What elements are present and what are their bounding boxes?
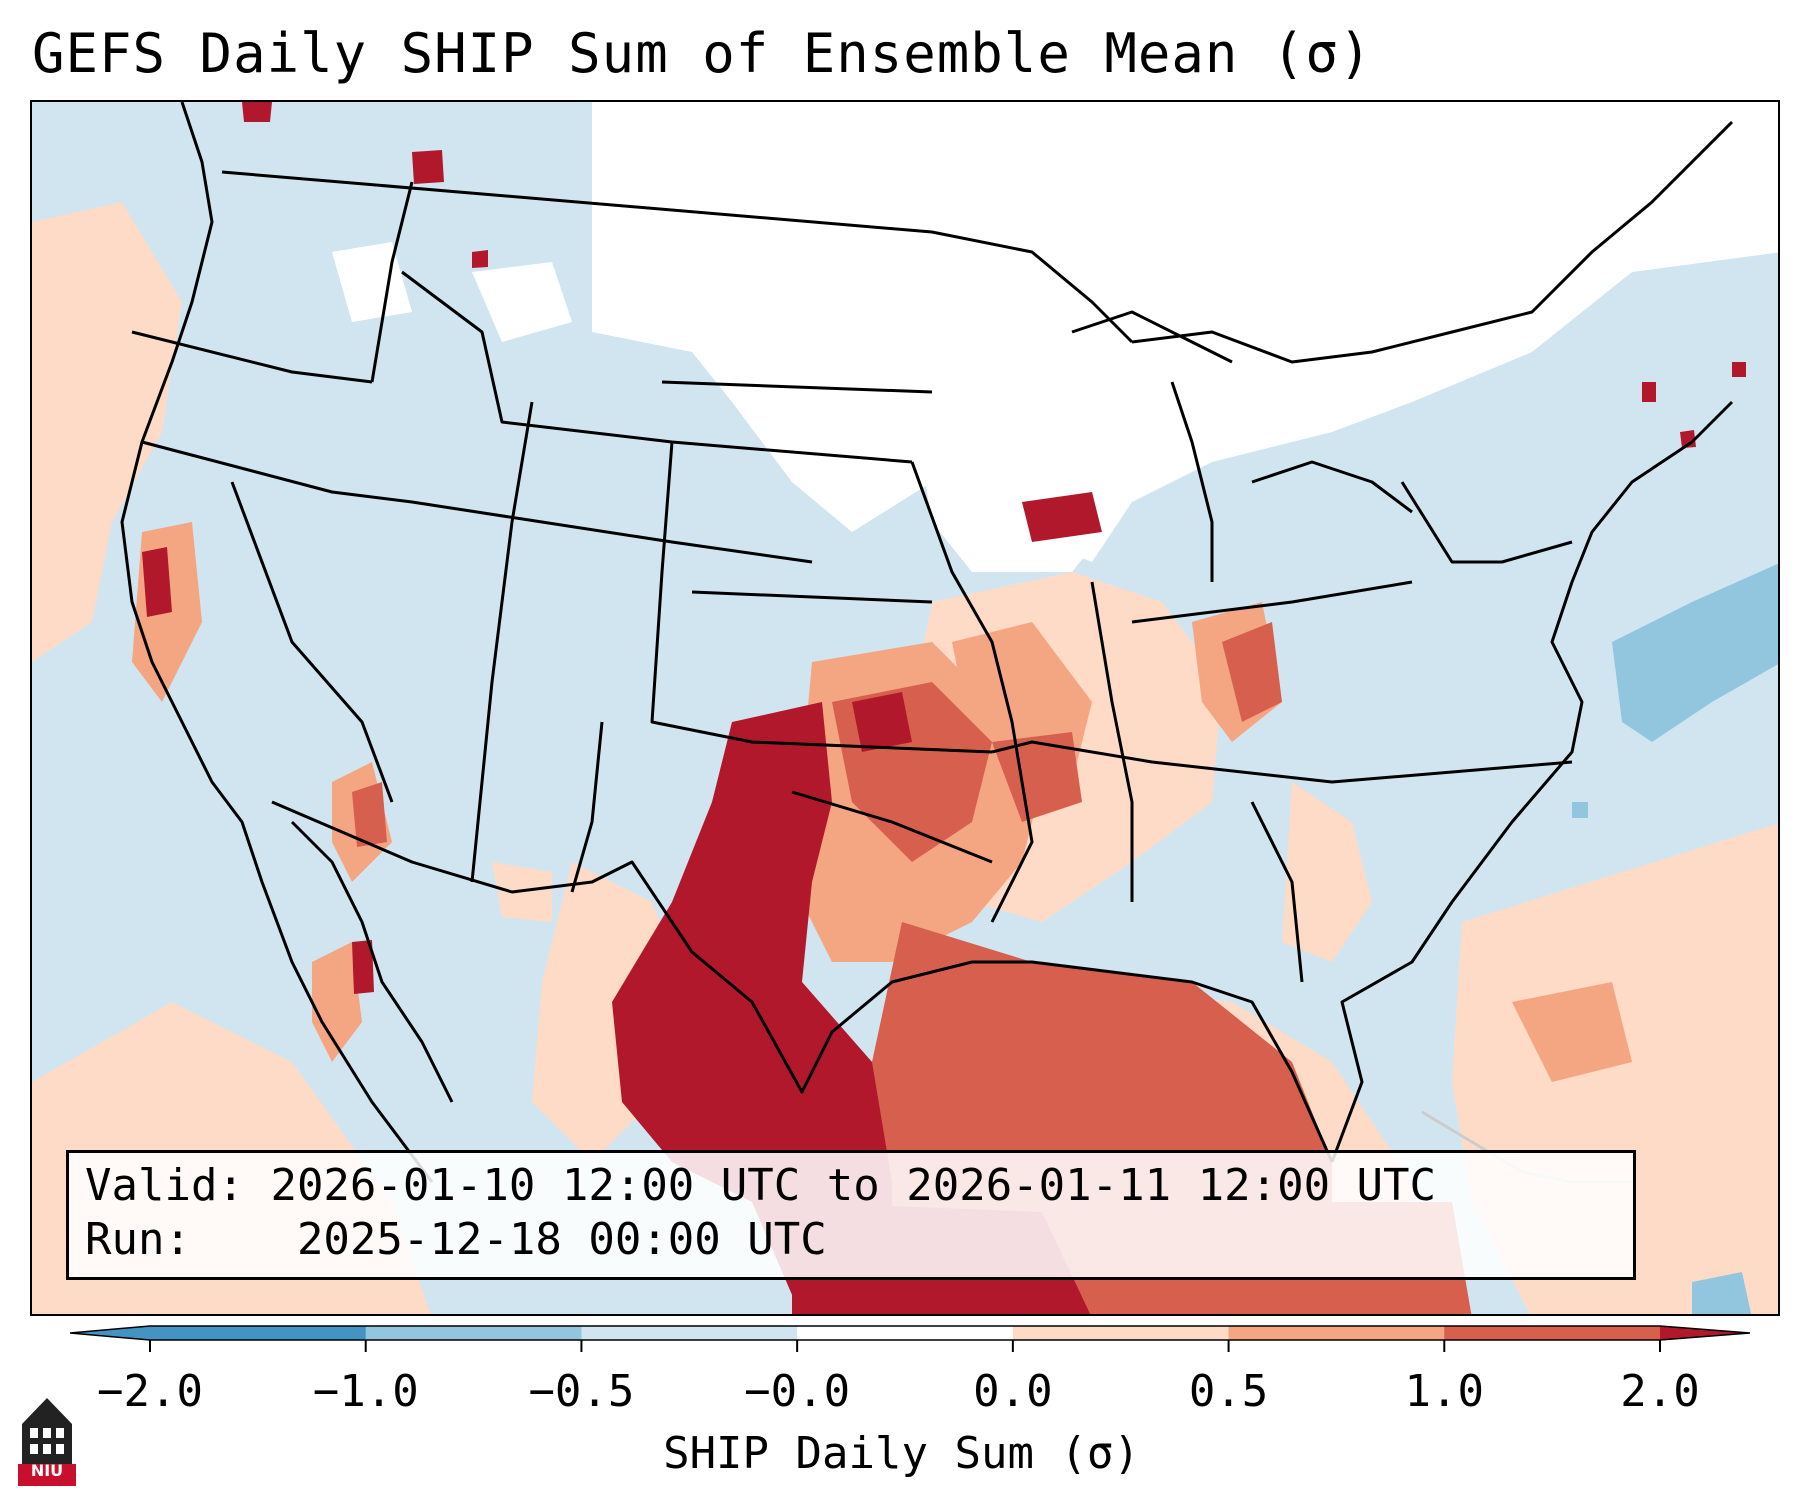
building-icon: [18, 1398, 76, 1486]
valid-run-info-box: Valid: 2026-01-10 12:00 UTC to 2026-01-1…: [66, 1150, 1636, 1280]
map-boundaries: [120, 102, 1734, 1184]
colorbar-arrow-left: [70, 1326, 150, 1340]
lake-superior: [1071, 310, 1233, 364]
us-canada-border: [221, 170, 1134, 344]
gulf-coastline: [271, 800, 1334, 1163]
valid-label: Valid:: [85, 1160, 244, 1211]
colorbar-arrow-right: [1660, 1326, 1750, 1340]
colorbar-tick-label: −2.0: [97, 1366, 203, 1417]
colorbar-tick-label: 2.0: [1620, 1366, 1700, 1417]
border-ut-co: [470, 401, 534, 883]
colorbar-tick-label: −0.0: [744, 1366, 851, 1417]
logo-text: NIU: [30, 1461, 64, 1480]
colorbar-segment: [797, 1326, 1014, 1340]
border-il-in: [1090, 581, 1134, 902]
colorbar-tick-label: −1.0: [312, 1366, 419, 1417]
border-or-wa: [131, 330, 373, 384]
baja-coastline: [290, 820, 454, 1103]
border-ok-tx: [791, 790, 993, 864]
niu-logo: NIU: [18, 1394, 76, 1486]
border-ga-al: [1250, 801, 1304, 983]
border-oh-river: [1131, 580, 1413, 624]
northeast-border: [1131, 120, 1734, 364]
valid-value: 2026-01-10 12:00 UTC to 2026-01-11 12:00…: [270, 1160, 1437, 1211]
border-tn: [991, 740, 1573, 784]
border-co-ok: [650, 441, 993, 754]
colorbar-segment: [581, 1326, 798, 1340]
colorbar-segment: [1012, 1326, 1230, 1340]
colorbar-segment: [150, 1326, 367, 1340]
field-negative: [1572, 563, 1778, 1314]
map-panel: [30, 100, 1780, 1316]
map-svg: [32, 102, 1778, 1314]
run-label: Run:: [85, 1214, 191, 1265]
atlantic-coastline: [1330, 400, 1734, 1163]
colorbar-segment: [365, 1326, 582, 1340]
border-nm-tx: [570, 721, 604, 893]
colorbar-segment: [1444, 1326, 1661, 1340]
border-mt-sd: [401, 270, 913, 464]
colorbar-tick-label: 0.0: [973, 1366, 1053, 1417]
colorbar: [70, 1325, 1750, 1352]
pacific-coastline: [120, 102, 434, 1183]
border-pa-ny: [1400, 481, 1573, 564]
colorbar-tick-label: −0.5: [528, 1366, 635, 1417]
border-ne-ks: [691, 590, 933, 604]
chart-title: GEFS Daily SHIP Sum of Ensemble Mean (σ): [32, 22, 1373, 85]
colorbar-segment: [1228, 1326, 1445, 1340]
border-nv-ca: [230, 481, 394, 803]
border-nd-sd: [661, 380, 933, 394]
colorbar-label: SHIP Daily Sum (σ): [663, 1428, 1140, 1479]
colorbar-tick-label: 1.0: [1404, 1366, 1485, 1417]
border-row-1: [141, 440, 813, 564]
lake-erie: [1251, 460, 1413, 514]
run-value: 2025-12-18 00:00 UTC: [296, 1214, 827, 1265]
colorbar-tick-label: 0.5: [1188, 1366, 1269, 1417]
border-id-mt: [370, 181, 414, 383]
border-mississippi: [910, 461, 1034, 923]
lake-michigan: [1170, 381, 1214, 582]
